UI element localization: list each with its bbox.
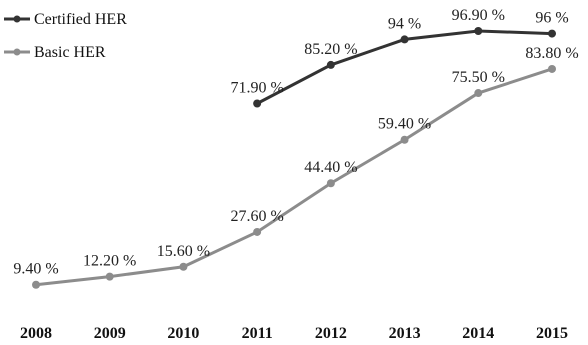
data-label-basic-2015: 83.80 % <box>525 45 578 62</box>
data-label-basic-2013: 59.40 % <box>378 116 431 133</box>
x-tick-label-2010: 2010 <box>167 325 199 342</box>
data-label-basic-2012: 44.40 % <box>304 159 357 176</box>
data-point-basic-2009 <box>105 272 114 281</box>
legend: Certified HER Basic HER <box>4 11 127 61</box>
series-layer: 71.90 % 85.20 % 94 % 96.90 % 96 % 9.40 % 12.20… <box>13 7 579 289</box>
data-point-certified-2014 <box>474 26 483 35</box>
legend-marker-basic <box>13 48 21 56</box>
x-tick-label-2014: 2014 <box>462 325 494 342</box>
x-tick-label-2012: 2012 <box>315 325 347 342</box>
data-label-basic-2009: 12.20 % <box>83 253 136 270</box>
data-label-certified-2011: 71.90 % <box>230 79 283 96</box>
data-point-basic-2008 <box>32 280 40 289</box>
data-point-certified-2013 <box>400 35 409 44</box>
x-axis: 2008 2009 2010 2011 2012 2013 2014 2015 <box>20 325 568 342</box>
legend-label-certified: Certified HER <box>34 11 127 28</box>
data-label-certified-2012: 85.20 % <box>304 41 357 58</box>
series-basic: 9.40 % 12.20 % 15.60 % 27.60 % 44.40 % 59.40 … <box>13 45 579 289</box>
series-certified: 71.90 % 85.20 % 94 % 96.90 % 96 % <box>230 7 569 108</box>
legend-item-basic: Basic HER <box>4 44 106 61</box>
data-label-certified-2015: 96 % <box>535 10 568 27</box>
data-point-certified-2011 <box>253 99 262 108</box>
x-tick-label-2015: 2015 <box>536 325 568 342</box>
x-tick-label-2008: 2008 <box>20 325 52 342</box>
legend-item-certified: Certified HER <box>4 11 127 28</box>
data-point-basic-2015 <box>548 64 556 73</box>
legend-marker-certified <box>13 15 21 23</box>
legend-label-basic: Basic HER <box>34 44 106 61</box>
data-point-certified-2012 <box>326 60 335 69</box>
x-tick-label-2009: 2009 <box>94 325 126 342</box>
x-tick-label-2011: 2011 <box>242 325 273 342</box>
data-label-basic-2010: 15.60 % <box>157 243 210 260</box>
x-tick-label-2013: 2013 <box>389 325 421 342</box>
data-label-basic-2014: 75.50 % <box>452 69 505 86</box>
data-point-basic-2014 <box>474 89 483 98</box>
data-point-basic-2011 <box>253 227 262 236</box>
data-point-basic-2013 <box>400 135 409 144</box>
data-label-basic-2011: 27.60 % <box>230 208 283 225</box>
data-label-certified-2014: 96.90 % <box>452 7 505 24</box>
data-point-certified-2015 <box>548 29 556 38</box>
series-line-basic <box>35 67 553 287</box>
data-label-certified-2013: 94 % <box>388 15 421 32</box>
data-point-basic-2012 <box>326 179 335 188</box>
data-point-basic-2010 <box>179 262 188 271</box>
data-label-basic-2008: 9.40 % <box>13 261 58 278</box>
